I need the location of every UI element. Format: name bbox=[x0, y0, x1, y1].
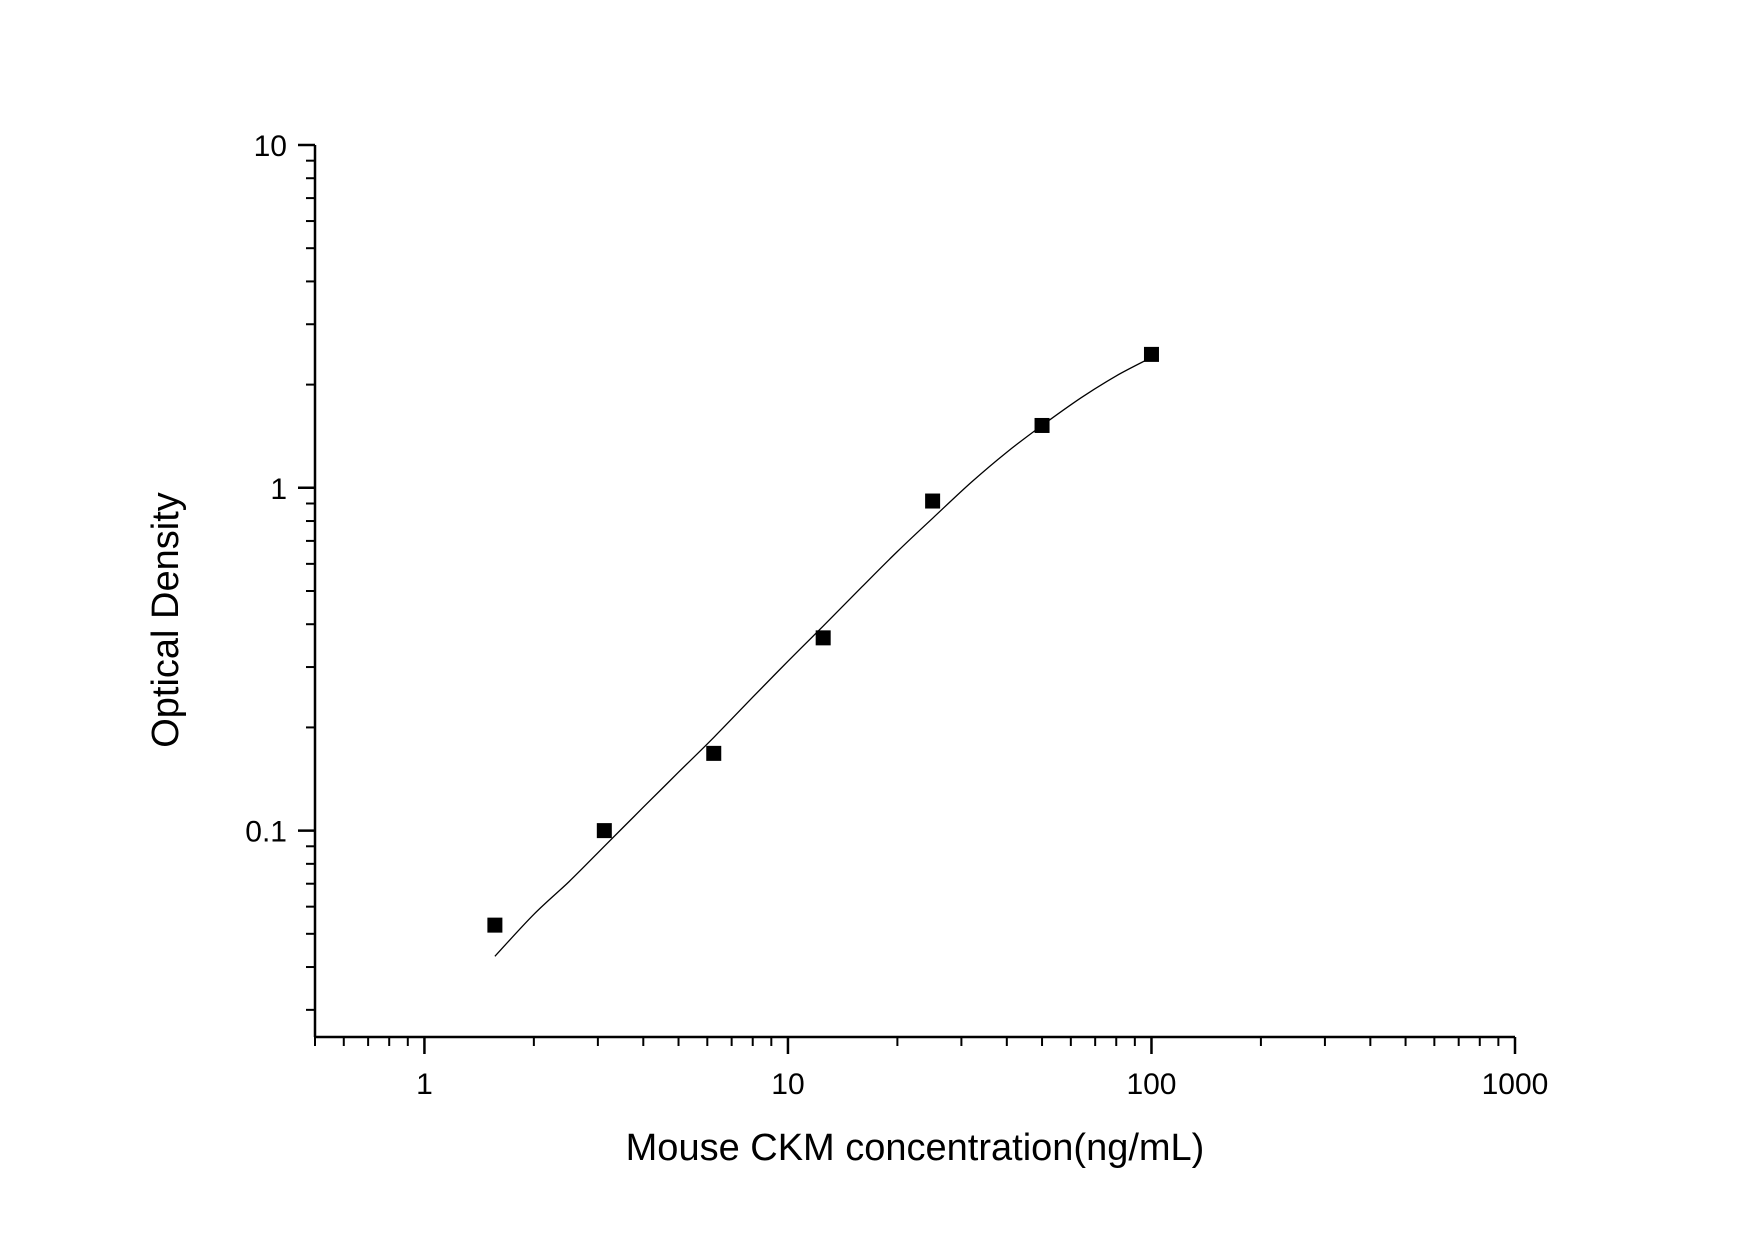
x-tick-label: 100 bbox=[1126, 1068, 1176, 1101]
y-minor-ticks bbox=[306, 159, 315, 1011]
data-points-layer bbox=[487, 346, 1159, 933]
x-minor-ticks bbox=[314, 1037, 1500, 1046]
y-tick-label: 1 bbox=[270, 473, 287, 506]
y-major-ticks: 0.1 1 10 bbox=[245, 130, 315, 849]
data-point bbox=[1034, 417, 1050, 433]
axes: 1 10 100 1000 0.1 1 10 bbox=[245, 130, 1548, 1101]
data-point bbox=[706, 745, 722, 761]
y-tick-label: 10 bbox=[254, 130, 287, 163]
data-point bbox=[596, 823, 612, 839]
data-point bbox=[487, 917, 503, 933]
data-point bbox=[1143, 346, 1159, 362]
x-tick-label: 1 bbox=[416, 1068, 433, 1101]
fitted-curve-layer bbox=[494, 356, 1152, 957]
fitted-curve bbox=[494, 356, 1152, 957]
y-tick-label: 0.1 bbox=[245, 816, 287, 849]
x-major-ticks: 1 10 100 1000 bbox=[416, 1037, 1548, 1101]
data-point bbox=[815, 630, 831, 646]
x-tick-label: 1000 bbox=[1482, 1068, 1549, 1101]
x-axis-title: Mouse CKM concentration(ng/mL) bbox=[626, 1127, 1205, 1169]
data-point bbox=[925, 493, 941, 509]
x-tick-label: 10 bbox=[771, 1068, 804, 1101]
y-axis-title: Optical Density bbox=[145, 492, 187, 748]
